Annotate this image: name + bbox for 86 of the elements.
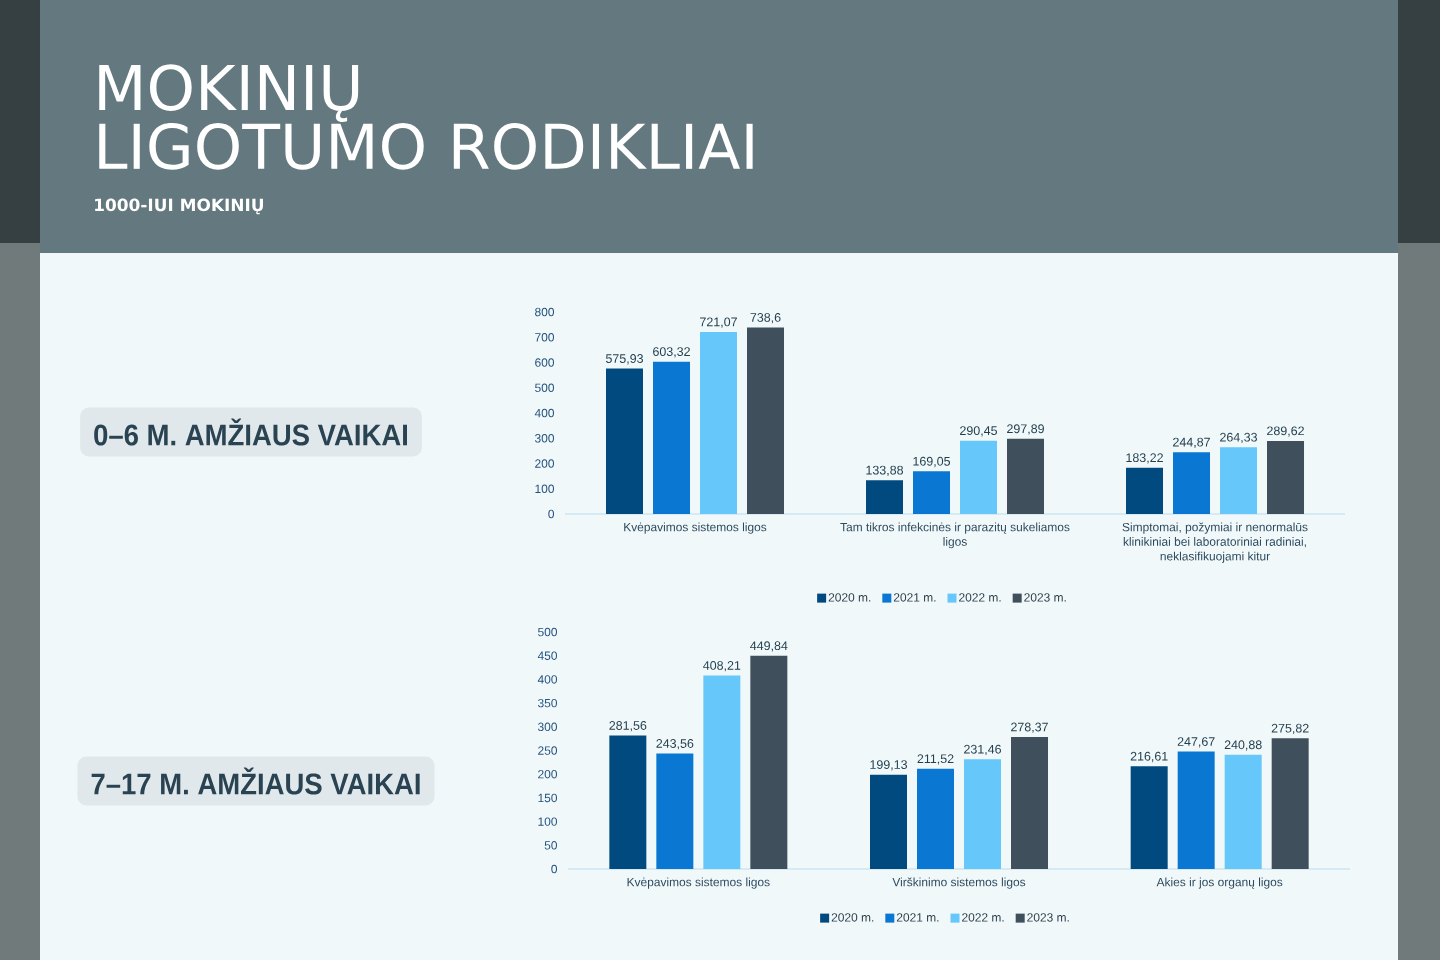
x-tick-label: Kvėpavimos sistemos ligos <box>624 522 767 534</box>
bar <box>1007 438 1044 515</box>
y-tick-label: 150 <box>538 793 558 803</box>
legend-label: 2021 m. <box>893 593 936 602</box>
data-label: 199,13 <box>870 760 907 771</box>
bar <box>656 753 694 870</box>
data-label: 603,32 <box>653 347 690 358</box>
bar <box>606 368 643 515</box>
data-label: 278,37 <box>1011 722 1048 733</box>
bar <box>1011 737 1049 870</box>
data-label: 290,45 <box>960 426 998 437</box>
y-tick-label: 0 <box>551 864 558 874</box>
legend-label: 2020 m. <box>831 913 874 922</box>
y-tick-label: 500 <box>538 627 558 637</box>
data-label: 575,93 <box>605 354 643 365</box>
x-tick-label: Kvėpavimos sistemos ligos <box>627 877 770 889</box>
y-tick-label: 100 <box>538 817 558 826</box>
bar <box>1271 738 1309 870</box>
x-tick-label: Tam tikros infekcinės ir parazitų sukeliamos ligos <box>840 522 1070 549</box>
y-tick-label: 600 <box>535 358 555 367</box>
legend-label: 2020 m. <box>828 593 871 602</box>
bar <box>1224 754 1262 870</box>
data-label: 244,87 <box>1173 437 1210 448</box>
legend-label: 2023 m. <box>1024 593 1066 602</box>
data-label: 738,6 <box>750 313 781 324</box>
data-label: 240,88 <box>1224 740 1262 751</box>
bar <box>609 735 647 870</box>
text: MOKINIŲ LIGOTUMO RODIKLIAI <box>99 64 753 170</box>
bar <box>700 331 737 515</box>
y-tick-label: 500 <box>535 383 555 392</box>
data-label: 721,07 <box>700 317 737 328</box>
bar <box>964 759 1002 870</box>
data-label: 408,21 <box>703 661 741 672</box>
bar <box>1130 766 1168 870</box>
bar <box>1267 440 1305 515</box>
data-label: 169,05 <box>913 456 951 468</box>
bar <box>747 327 784 515</box>
y-tick-label: 250 <box>538 746 558 755</box>
data-label: 231,46 <box>964 744 1001 756</box>
legend-label: 2021 m. <box>896 913 939 922</box>
bar <box>913 471 950 515</box>
y-tick-label: 450 <box>537 651 558 660</box>
data-label: 275,82 <box>1271 723 1309 735</box>
data-label: 133,88 <box>866 465 904 477</box>
y-tick-label: 100 <box>535 484 555 493</box>
y-tick-label: 300 <box>534 434 555 443</box>
text: 1000-IUI MOKINIŲ <box>95 198 263 215</box>
y-tick-label: 400 <box>534 408 555 418</box>
y-tick-label: 200 <box>535 459 555 468</box>
x-tick-label: Simptomai, požymiai ir nenormalūs klinikiniai bei laboratoriniai radiniai, neklasifikuojami kitur <box>1122 522 1308 563</box>
bar <box>1173 452 1211 515</box>
bar <box>870 774 907 870</box>
legend-label: 2023 m. <box>1027 913 1069 922</box>
text: 0–6 M. AMŽIAUS VAIKAI <box>94 418 407 446</box>
x-tick-label: Akies ir jos organų ligos <box>1156 877 1283 889</box>
bar <box>750 655 788 870</box>
x-tick-label: Virškinimo sistemos ligos <box>892 877 1026 889</box>
data-label: 449,84 <box>750 641 788 652</box>
bar <box>1126 467 1164 515</box>
bar <box>866 480 903 515</box>
bar <box>1177 751 1215 870</box>
data-label: 247,67 <box>1177 737 1215 748</box>
data-label: 297,89 <box>1007 424 1044 435</box>
y-tick-label: 400 <box>537 675 558 684</box>
y-tick-label: 700 <box>535 333 555 342</box>
legend-label: 2022 m. <box>962 913 1004 922</box>
y-tick-label: 800 <box>535 307 555 317</box>
y-tick-label: 300 <box>537 722 558 732</box>
data-label: 216,61 <box>1130 751 1168 763</box>
data-label: 183,22 <box>1126 453 1163 464</box>
data-label: 289,62 <box>1267 426 1304 437</box>
bar <box>653 361 690 515</box>
y-tick-label: 0 <box>548 509 555 519</box>
data-label: 281,56 <box>609 721 647 732</box>
bar <box>1220 447 1258 515</box>
bar <box>917 768 954 870</box>
bar <box>960 440 997 515</box>
data-label: 243,56 <box>656 739 694 750</box>
text: 7–17 M. AMŽIAUS VAIKAI <box>91 767 420 795</box>
bar <box>703 675 741 870</box>
data-label: 211,52 <box>917 754 954 765</box>
data-label: 264,33 <box>1220 432 1257 444</box>
y-tick-label: 350 <box>537 698 558 708</box>
y-tick-label: 50 <box>544 841 558 850</box>
legend-label: 2022 m. <box>959 593 1001 602</box>
y-tick-label: 200 <box>538 769 558 779</box>
